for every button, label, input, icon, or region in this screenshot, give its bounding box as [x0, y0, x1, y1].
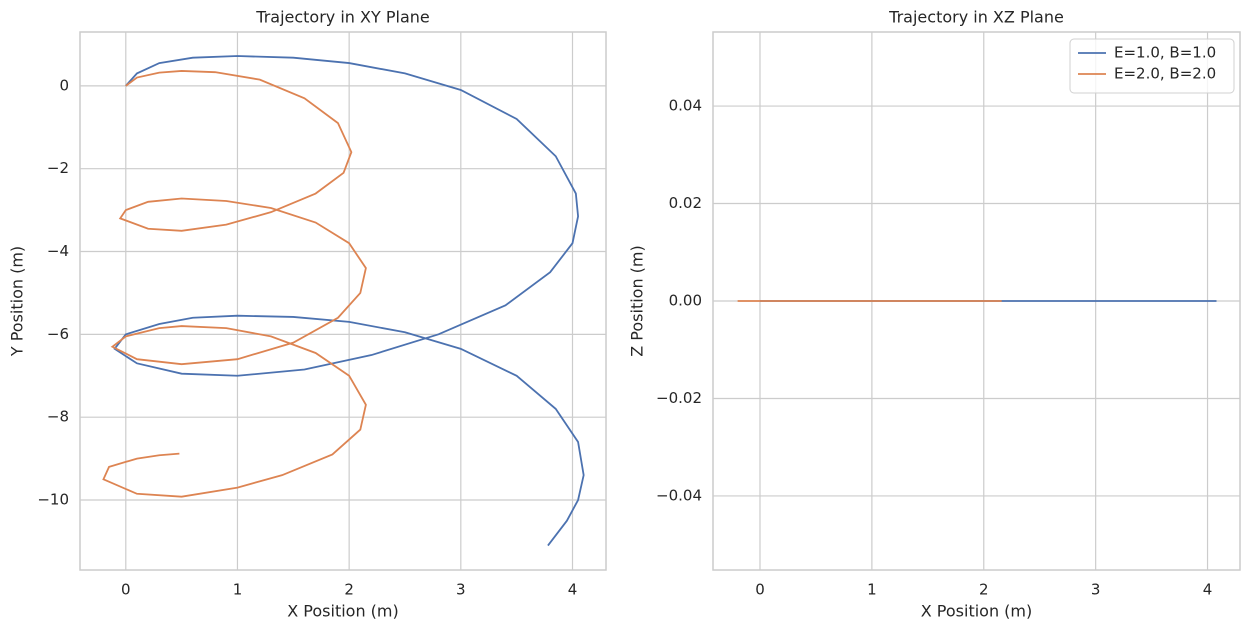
- x-tick-label: 1: [867, 581, 877, 599]
- plot-frame: [79, 31, 607, 571]
- x-tick-label: 0: [121, 581, 131, 599]
- y-axis-label: Z Position (m): [628, 245, 647, 357]
- plot-frame: [712, 31, 1241, 571]
- y-tick-label: −4: [47, 242, 69, 260]
- y-axis-label: Y Position (m): [8, 246, 27, 357]
- y-tick-label: −0.04: [656, 486, 702, 504]
- chart-title: Trajectory in XZ Plane: [888, 8, 1064, 27]
- series-line: [102, 70, 367, 498]
- x-axis-label: X Position (m): [287, 602, 399, 621]
- legend-label: E=2.0, B=2.0: [1114, 65, 1216, 83]
- y-tick-label: −10: [37, 491, 69, 509]
- x-tick-label: 0: [755, 581, 765, 599]
- y-tick-label: 0.00: [669, 292, 702, 310]
- legend-box: [1069, 38, 1235, 94]
- x-tick-label: 3: [1091, 581, 1101, 599]
- x-axis-label: X Position (m): [921, 602, 1033, 621]
- legend-label: E=1.0, B=1.0: [1114, 44, 1216, 62]
- x-tick-label: 3: [456, 581, 466, 599]
- y-tick-label: −6: [47, 325, 69, 343]
- series-line: [113, 55, 585, 547]
- x-tick-label: 4: [568, 581, 578, 599]
- y-tick-label: −2: [47, 159, 69, 177]
- y-tick-label: 0.04: [669, 97, 702, 115]
- x-tick-label: 2: [344, 581, 354, 599]
- y-tick-label: 0.02: [669, 194, 702, 212]
- y-tick-label: 0: [59, 76, 69, 94]
- chart-title: Trajectory in XY Plane: [255, 8, 429, 27]
- x-tick-label: 2: [979, 581, 989, 599]
- x-tick-label: 4: [1203, 581, 1213, 599]
- y-tick-label: −8: [47, 408, 69, 426]
- y-tick-label: −0.02: [656, 389, 702, 407]
- x-tick-label: 1: [233, 581, 243, 599]
